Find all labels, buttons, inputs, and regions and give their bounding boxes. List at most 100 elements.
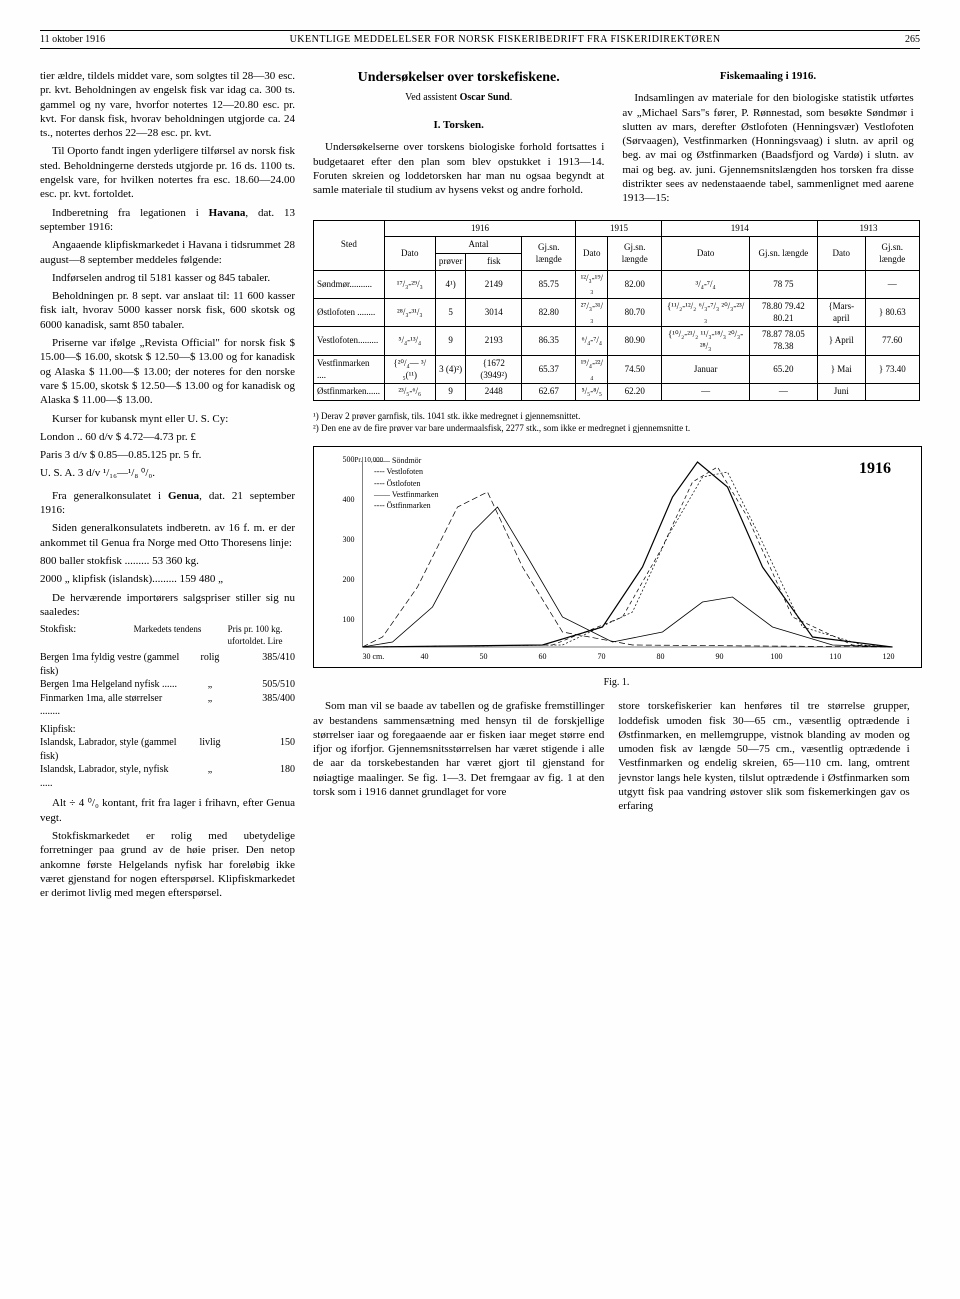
left-column: tier ældre, tildels middet vare, som sol… [40,69,295,904]
cell: } April [817,327,865,355]
left-p12-lead: Fra generalkonsulatet i [52,490,168,502]
cell: 2193 [466,327,522,355]
price-tend: rolig [190,651,230,678]
cell: 78 75 [749,270,817,298]
cell: ³/₄-⁷/₄ [662,270,749,298]
cell: — [749,384,817,401]
klip-val: 180 [240,763,295,790]
header-page: 265 [905,33,920,46]
price-table: Stokfisk: Markedets tendens Pris pr. 100… [40,623,295,790]
cell-sted: Østfinmarken...... [314,384,385,401]
cell: 77.60 [865,327,919,355]
cell: 74.50 [608,355,662,383]
left-p4: Angaaende klipfiskmarkedet i Havana i ti… [40,238,295,267]
cell: ⁵/₄-¹³/₄ [384,327,435,355]
cell-sted: Vestfinmarken .... [314,355,385,383]
table-row: Vestlofoten......... ⁵/₄-¹³/₄ 9 2193 86.… [314,327,920,355]
th-antal: Antal [435,237,521,254]
th-prover: prøver [435,254,466,271]
left-p8: Kurser for kubansk mynt eller U. S. Cy: [40,412,295,426]
cell: 78.87 78.05 78.38 [749,327,817,355]
cell: } 73.40 [865,355,919,383]
cell: {²⁰/₄— ³/₅(¹¹) [384,355,435,383]
cell: ¹⁹/₄-²²/₄ [576,355,608,383]
left-p17: Alt ÷ 4 ⁰/₀ kontant, frit fra lager i fr… [40,796,295,825]
footnote2: ²) Den ene av de fire prøver var bare un… [313,423,920,435]
th-dato13: Dato [817,237,865,270]
left-p9: London .. 60 d/v $ 4.72—4.73 pr. £ [40,430,295,444]
cell: {Mars-april [817,299,865,327]
legend-item: ---- Vestlofoten [374,466,439,477]
klipfisk-head: Klipfisk: [40,723,295,737]
left-p3-lead: Indberetning fra legationen i [52,207,209,219]
svg-text:120: 120 [883,652,895,661]
th-gjsn13: Gj.sn. længde [865,237,919,270]
table-row: Vestfinmarken .... {²⁰/₄— ³/₅(¹¹) 3 (4)²… [314,355,920,383]
cell: 62.20 [608,384,662,401]
svg-text:60: 60 [539,652,547,661]
svg-text:90: 90 [716,652,724,661]
klip-val: 150 [240,736,295,763]
cell: 4¹) [435,270,466,298]
th-dato14: Dato [662,237,749,270]
cell: 2448 [466,384,522,401]
price-label: Bergen 1ma Helgeland nyfisk ...... [40,678,180,692]
left-p1: tier ældre, tildels middet vare, som sol… [40,69,295,140]
cell: } 80.63 [865,299,919,327]
cell: Juni [817,384,865,401]
right-body3: Som man vil se baade av tabellen og de g… [313,699,604,813]
price-val: 385/400 [240,692,295,719]
th-1913: 1913 [817,220,919,237]
chart-caption: Fig. 1. [313,676,920,689]
right-body4: store torskefiskerier kan henføres til t… [618,699,909,813]
cell: } Mai [817,355,865,383]
cell: ¹²/₃-¹⁹/₃ [576,270,608,298]
chart-fig1: 500 Pr. 10,000 400 300 200 100 30 cm. 40… [313,446,922,668]
svg-text:30 cm.: 30 cm. [363,652,385,661]
legend-item: —— Vestfinmarken [374,489,439,500]
cell: {1672 (3949²) [466,355,522,383]
klip-tend: livlig [190,736,230,763]
cell: {¹¹/₂-¹²/₂ ⁶/₃-⁷/₃ ²⁰/₃-²³/₃ [662,299,749,327]
cell: — [865,270,919,298]
cell: ⁶/₄-⁷/₄ [576,327,608,355]
section-head: I. Torsken. [313,118,604,132]
cell: 86.35 [522,327,576,355]
head-fiskemaaling: Fiskemaaling i 1916. [622,69,913,83]
table-row: Østfinmarken...... ²³/₅-⁶/₆ 9 2448 62.67… [314,384,920,401]
price-label: Bergen 1ma fyldig vestre (gammel fisk) [40,651,180,678]
price-tend: „ [190,692,230,719]
cell-sted: Søndmør.......... [314,270,385,298]
left-p3-bold: Havana [209,207,246,219]
cell: 78.80 79.42 80.21 [749,299,817,327]
left-p5: Indførselen androg til 5181 kasser og 84… [40,271,295,285]
svg-text:400: 400 [343,495,355,504]
left-p18: Stokfiskmarkedet er rolig med ubetydelig… [40,829,295,900]
th-fisk: fisk [466,254,522,271]
th-dato15: Dato [576,237,608,270]
th-1915: 1915 [576,220,662,237]
footnotes: ¹) Derav 2 prøver garnfisk, tils. 1041 s… [313,411,920,434]
chart-year: 1916 [859,459,891,480]
svg-text:110: 110 [830,652,842,661]
cell: 85.75 [522,270,576,298]
cell-sted: Vestlofoten......... [314,327,385,355]
price-head-tendens: Markedets tendens [133,623,203,647]
th-1914: 1914 [662,220,818,237]
header-title: UKENTLIGE MEDDELELSER FOR NORSK FISKERIB… [290,33,721,46]
cell: {¹⁰/₂-²¹/₂ ¹¹/₃-¹⁸/₃ ²⁰/₃-²⁸/₃ [662,327,749,355]
cell: ⁵/₅-⁸/₅ [576,384,608,401]
cell: 65.37 [522,355,576,383]
table-row: Østlofoten ........ ²⁸/₃-³¹/₃ 5 3014 82.… [314,299,920,327]
legend-item: ---- Östlofoten [374,478,439,489]
th-1916: 1916 [384,220,576,237]
cell: 80.70 [608,299,662,327]
cell: 9 [435,327,466,355]
svg-text:500: 500 [343,455,355,464]
chart-legend: —— Söndmör ---- Vestlofoten ---- Östlofo… [374,455,439,511]
cell: Januar [662,355,749,383]
cell: ¹⁷/₃-²⁹/₃ [384,270,435,298]
left-p7: Priserne var ifølge „Revista Official" f… [40,336,295,407]
price-head-stokfisk: Stokfisk: [40,623,120,647]
left-p11: U. S. A. 3 d/v ¹/₁₆—¹/₈ ⁰/₀. [40,466,295,480]
